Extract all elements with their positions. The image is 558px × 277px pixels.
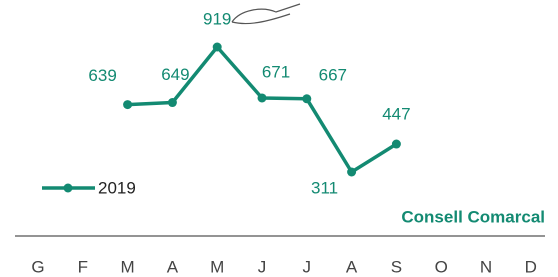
point xyxy=(392,140,401,149)
annotation: Consell Comarcal xyxy=(401,207,545,226)
legend-marker xyxy=(64,184,73,193)
x-tick-label: M xyxy=(121,257,135,276)
x-tick-label: O xyxy=(435,257,448,276)
x-tick-label: G xyxy=(31,257,44,276)
x-tick-label: D xyxy=(525,257,537,276)
decoration xyxy=(232,4,300,24)
point xyxy=(213,43,222,52)
point xyxy=(123,100,132,109)
x-tick-label: A xyxy=(167,257,179,276)
value-label: 639 xyxy=(88,66,116,85)
value-label: 649 xyxy=(161,65,189,84)
x-tick-label: J xyxy=(303,257,312,276)
value-label: 667 xyxy=(319,65,347,84)
x-tick-label: M xyxy=(210,257,224,276)
value-label: 671 xyxy=(262,62,290,81)
point xyxy=(302,94,311,103)
x-tick-label: F xyxy=(78,257,88,276)
x-tick-label: J xyxy=(258,257,267,276)
legend-label: 2019 xyxy=(98,178,136,197)
x-tick-label: A xyxy=(346,257,358,276)
x-tick-label: N xyxy=(480,257,492,276)
point xyxy=(168,98,177,107)
value-label: 919 xyxy=(203,9,231,28)
point xyxy=(347,168,356,177)
x-tick-label: S xyxy=(391,257,402,276)
point xyxy=(258,93,267,102)
chart: Consell Comarcal G F M A M J J A S O N D 639 649 919 67… xyxy=(0,0,558,277)
value-label: 311 xyxy=(311,178,338,197)
value-label: 447 xyxy=(382,105,410,124)
